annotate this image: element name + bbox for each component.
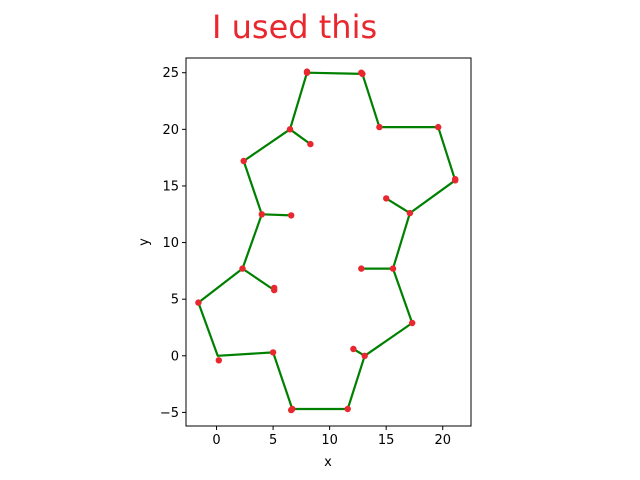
y-axis: −5 0 5 10 15 20 25: [160, 66, 186, 421]
data-point-13: [409, 319, 416, 327]
data-point-15: [350, 345, 357, 353]
data-point-8: [452, 176, 459, 183]
series-line-3: [288, 71, 457, 215]
data-point-18: [288, 406, 295, 414]
data-point-24: [271, 284, 278, 292]
x-tick-label: 20: [434, 433, 451, 448]
data-point-22: [239, 265, 246, 272]
data-point-21: [195, 299, 202, 306]
data-point-28: [286, 126, 294, 133]
data-point-19: [269, 349, 277, 356]
data-point-27: [240, 157, 247, 165]
x-tick-label: 15: [378, 433, 395, 448]
series-lines: [197, 71, 457, 411]
series-line-6: [197, 267, 366, 411]
y-tick-label: 10: [162, 236, 179, 251]
y-tick-label: 25: [162, 66, 179, 81]
x-axis: 0 5 10 15 20: [212, 426, 451, 448]
x-tick-label: 5: [269, 433, 277, 448]
data-point-5: [376, 123, 383, 131]
y-tick-label: 5: [171, 293, 179, 308]
data-point-4: [358, 69, 365, 76]
y-tick-label: 20: [162, 123, 179, 138]
y-tick-label: 0: [171, 349, 179, 364]
data-point-20: [215, 357, 222, 364]
data-points: [195, 68, 459, 414]
y-tick-label: 15: [162, 179, 179, 194]
y-tick-label: −5: [160, 406, 179, 421]
data-point-9: [406, 209, 414, 217]
data-point-16: [344, 405, 351, 413]
data-point-2: [303, 68, 311, 75]
data-point-25: [258, 211, 265, 218]
data-point-26: [288, 212, 295, 219]
plot-frame: [185, 57, 472, 427]
annotation-text: I used this: [212, 8, 378, 46]
x-tick-label: 0: [212, 433, 220, 448]
data-point-14: [361, 352, 368, 359]
data-point-10: [383, 195, 390, 202]
series-line-1: [241, 128, 312, 292]
data-point-12: [358, 265, 365, 272]
series-line-2: [261, 213, 292, 217]
data-point-29: [307, 140, 314, 148]
data-point-6: [435, 123, 442, 131]
y-axis-label: y: [137, 238, 152, 246]
x-axis-label: x: [324, 455, 332, 470]
series-line-4: [361, 212, 411, 270]
data-point-11: [389, 265, 397, 272]
series-line-5: [352, 268, 414, 357]
x-tick-label: 10: [321, 433, 338, 448]
